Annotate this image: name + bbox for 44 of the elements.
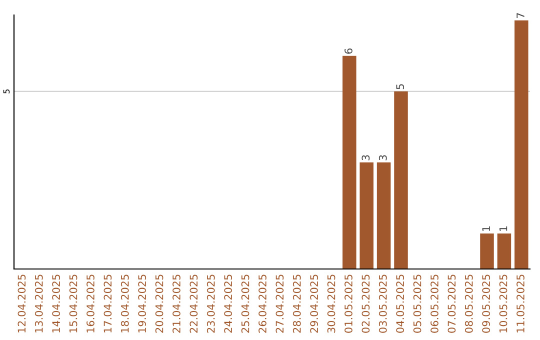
x-tick-label: 18.04.2025 <box>120 274 129 332</box>
bar <box>394 91 408 269</box>
x-tick-label: 30.04.2025 <box>327 274 336 333</box>
x-tick-label: 01.05.2025 <box>344 274 352 333</box>
x-tick-label: 24.04.2025 <box>224 274 232 333</box>
x-tick-label: 08.05.2025 <box>464 274 473 333</box>
x-tick-label: 04.05.2025 <box>396 274 404 333</box>
bar <box>342 56 356 269</box>
x-tick-label: 12.04.2025 <box>18 274 26 332</box>
x-tick-label: 02.05.2025 <box>362 274 370 333</box>
x-tick-label: 06.05.2025 <box>430 274 438 333</box>
data-label: 3 <box>362 155 370 160</box>
x-tick-label: 16.04.2025 <box>86 274 94 332</box>
x-tick-label: 14.04.2025 <box>52 274 60 332</box>
x-tick-label: 19.04.2025 <box>138 274 146 332</box>
x-tick-label: 25.04.2025 <box>241 274 250 333</box>
x-tick-label: 10.05.2025 <box>499 274 508 332</box>
data-label: 3 <box>378 155 387 160</box>
bar <box>514 20 528 269</box>
data-label: 5 <box>396 84 404 90</box>
x-tick-label: 05.05.2025 <box>413 274 422 333</box>
x-tick-label: 23.04.2025 <box>206 274 215 333</box>
x-tick-label: 09.05.2025 <box>482 274 490 333</box>
x-tick-label: 03.05.2025 <box>378 274 387 333</box>
data-label: 1 <box>482 226 490 231</box>
data-label: 6 <box>344 48 352 54</box>
x-tick-label: 26.04.2025 <box>258 274 266 333</box>
x-tick-label: 13.04.2025 <box>34 274 43 332</box>
bar <box>360 162 374 269</box>
x-tick-label: 15.04.2025 <box>69 274 78 332</box>
x-tick-label: 22.04.2025 <box>190 274 198 333</box>
x-tick-label: 07.05.2025 <box>448 274 456 333</box>
x-tick-label: 20.04.2025 <box>155 274 164 333</box>
bar <box>497 233 512 269</box>
data-label: 7 <box>516 13 524 18</box>
x-tick-label: 27.04.2025 <box>276 274 284 333</box>
bar <box>480 233 494 269</box>
x-tick-label: 17.04.2025 <box>104 274 112 332</box>
x-tick-label: 21.04.2025 <box>172 274 180 333</box>
x-tick-label: 28.04.2025 <box>292 274 301 333</box>
x-tick-label: 11.05.2025 <box>516 274 524 332</box>
data-label: 1 <box>499 226 508 231</box>
x-tick-label: 29.04.2025 <box>310 274 318 333</box>
bar <box>376 162 391 269</box>
